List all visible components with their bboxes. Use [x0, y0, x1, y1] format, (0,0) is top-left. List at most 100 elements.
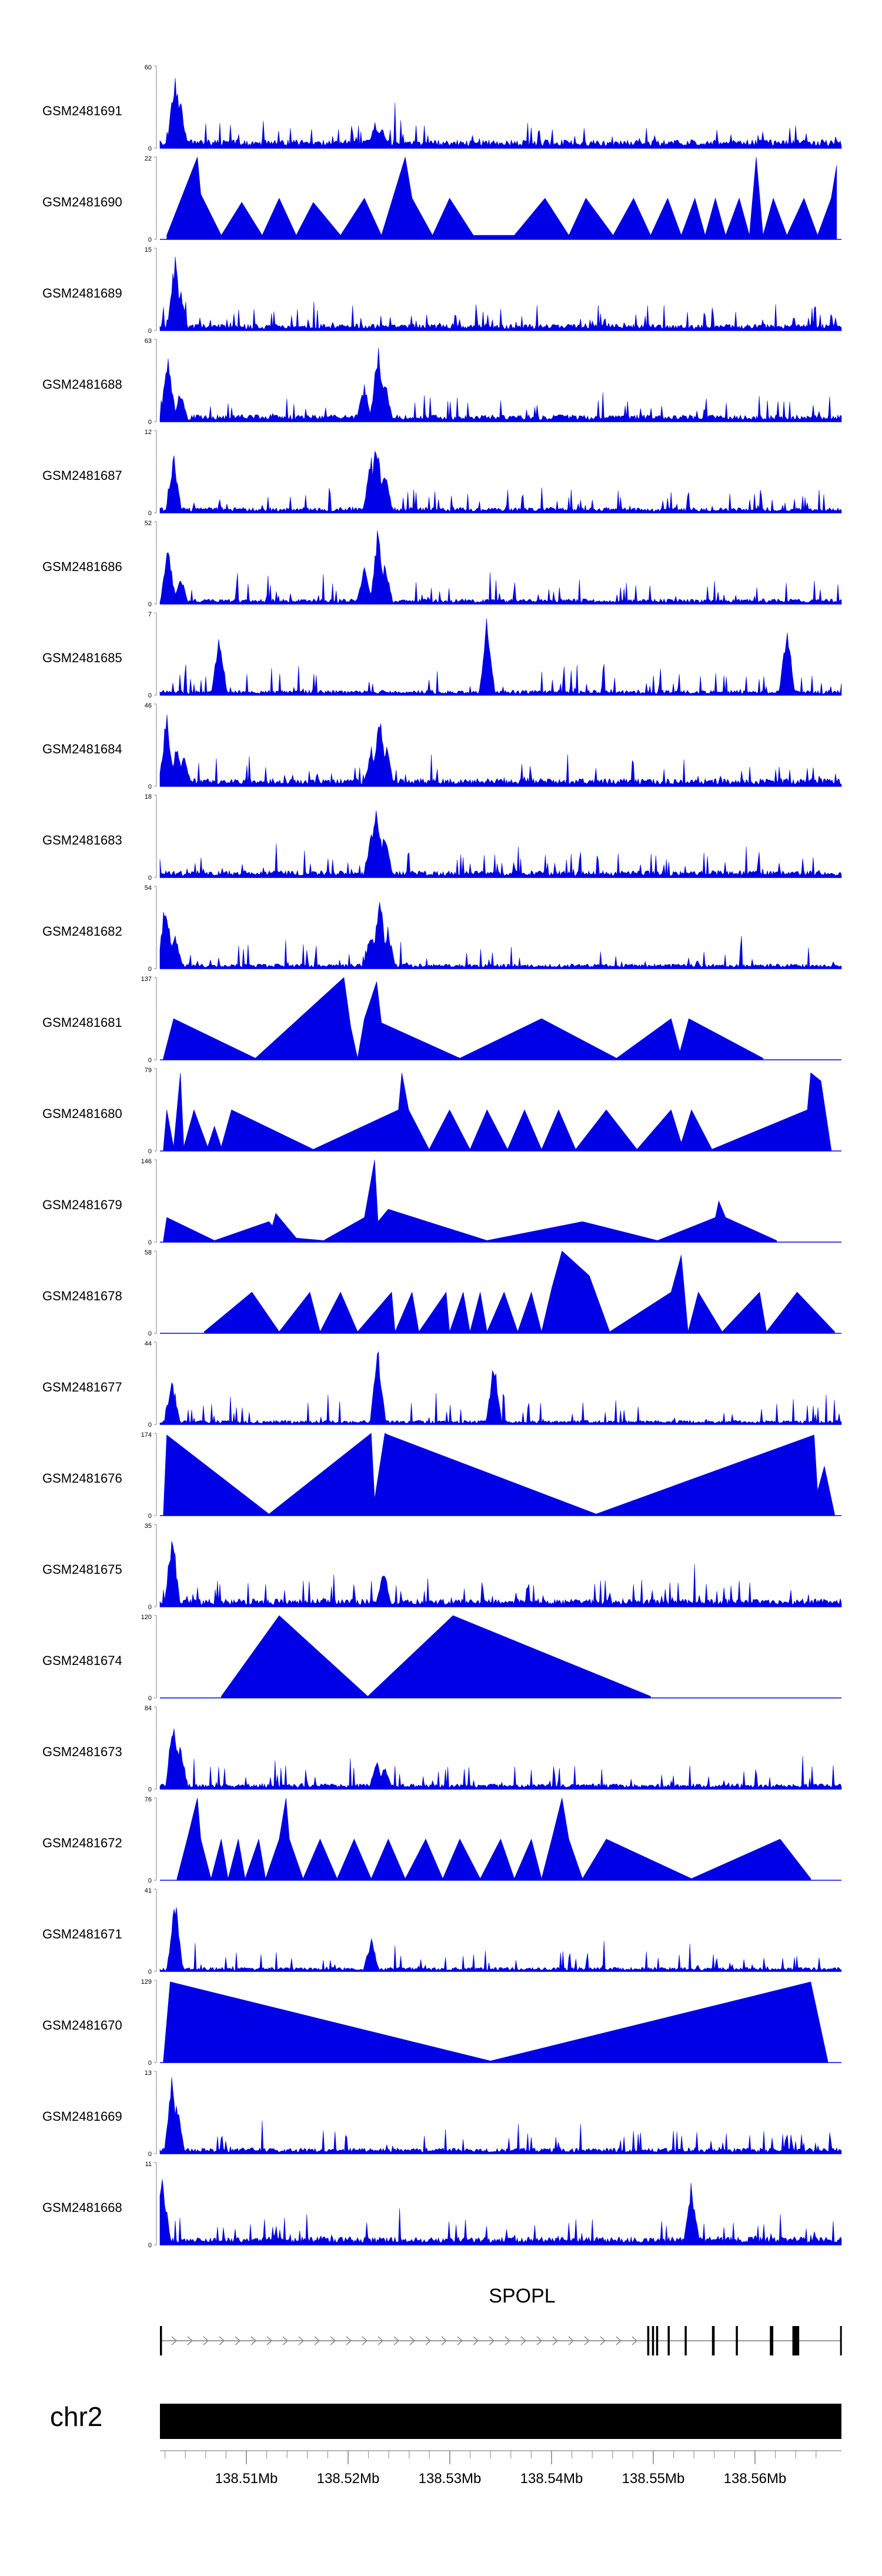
track-GSM2481686: GSM2481686 52 0	[42, 520, 842, 608]
track-ymin-label: 0	[148, 2151, 152, 2158]
track-GSM2481673: GSM2481673 84 0	[42, 1705, 842, 1793]
track-ymin-label: 0	[148, 2060, 152, 2067]
track-GSM2481669: GSM2481669 13 0	[42, 2070, 842, 2158]
track-ymin-label: 0	[148, 510, 152, 517]
coverage-area	[159, 2179, 842, 2245]
axis-tick-label: 138.51Mb	[215, 2471, 278, 2487]
strand-arrow	[330, 2336, 336, 2345]
track-ymax-label: 12	[145, 429, 152, 436]
track-GSM2481671: GSM2481671 41 0	[42, 1887, 842, 1976]
track-GSM2481680: GSM2481680 79 0	[42, 1067, 841, 1155]
track-ymax-label: 76	[145, 1796, 152, 1803]
track-ymax-label: 11	[145, 2161, 152, 2168]
track-GSM2481670: GSM2481670 129 0	[42, 1978, 841, 2067]
track-label: GSM2481682	[42, 924, 122, 939]
track-ymax-label: 44	[145, 1340, 152, 1347]
strand-arrow	[235, 2336, 241, 2345]
track-ymax-label: 63	[145, 338, 152, 345]
coverage-area	[159, 256, 842, 331]
exon	[684, 2326, 687, 2355]
axis-minor-ticks	[165, 2451, 817, 2458]
track-label: GSM2481669	[42, 2109, 122, 2124]
track-label: GSM2481691	[42, 104, 122, 118]
strand-arrow	[219, 2336, 225, 2345]
track-ymin-label: 0	[148, 1513, 152, 1520]
strand-arrow	[171, 2336, 178, 2345]
exon	[160, 2326, 162, 2355]
track-ymin-label: 0	[148, 1148, 152, 1155]
track-ymin-label: 0	[148, 1968, 152, 1976]
track-ymin-label: 0	[148, 601, 152, 608]
coverage-area	[159, 1541, 842, 1607]
track-label: GSM2481689	[42, 286, 122, 301]
exon	[647, 2326, 650, 2355]
track-GSM2481687: GSM2481687 12 0	[42, 429, 842, 517]
track-label: GSM2481675	[42, 1562, 122, 1577]
track-ymax-label: 52	[145, 520, 152, 527]
track-ymin-label: 0	[148, 1786, 152, 1793]
track-ymax-label: 13	[145, 2070, 152, 2077]
chromosome-axis: chr2 138.51Mb 138.52Mb 138.53Mb 138.54Mb 138…	[50, 2401, 841, 2487]
chromosome-label: chr2	[50, 2401, 102, 2432]
strand-arrow	[377, 2336, 384, 2345]
track-ymax-label: 129	[141, 1978, 152, 1986]
coverage-area	[166, 156, 837, 240]
track-label: GSM2481681	[42, 1015, 122, 1030]
exon	[736, 2326, 738, 2355]
track-ymax-label: 22	[145, 155, 152, 162]
coverage-area	[159, 450, 842, 513]
gene-exons	[160, 2326, 842, 2355]
track-ymax-label: 15	[145, 246, 152, 253]
track-ymin-label: 0	[148, 1239, 152, 1246]
gene-model: SPOPL	[160, 2285, 842, 2355]
exon	[770, 2326, 774, 2355]
coverage-area	[159, 810, 842, 878]
strand-arrow	[457, 2336, 463, 2345]
track-GSM2481674: GSM2481674 120 0	[42, 1614, 841, 1702]
exon	[711, 2326, 715, 2355]
strand-arrow	[600, 2336, 606, 2345]
track-label: GSM2481683	[42, 833, 122, 847]
track-ymax-label: 18	[145, 793, 152, 800]
axis-tick-label: 138.55Mb	[622, 2471, 685, 2487]
track-ymin-label: 0	[148, 328, 152, 335]
strand-arrow	[314, 2336, 320, 2345]
track-GSM2481684: GSM2481684 46 0	[42, 702, 842, 790]
track-label: GSM2481673	[42, 1744, 122, 1759]
track-label: GSM2481668	[42, 2200, 122, 2215]
axis-tick-label: 138.53Mb	[419, 2471, 482, 2487]
track-ymin-label: 0	[148, 966, 152, 973]
strand-arrow	[266, 2336, 273, 2345]
track-label: GSM2481676	[42, 1471, 122, 1486]
strand-arrow	[536, 2336, 543, 2345]
strand-arrow	[393, 2336, 400, 2345]
axis-tick-label: 138.56Mb	[724, 2471, 787, 2487]
track-ymax-label: 146	[141, 1158, 152, 1165]
track-ymax-label: 137	[141, 976, 152, 983]
track-ymax-label: 120	[141, 1614, 152, 1621]
strand-arrow	[298, 2336, 305, 2345]
track-GSM2481690: GSM2481690 22 0	[42, 155, 841, 243]
gene-name-label: SPOPL	[489, 2285, 555, 2307]
strand-arrow	[584, 2336, 590, 2345]
exon	[792, 2326, 798, 2355]
coverage-area	[159, 1729, 842, 1790]
coverage-area	[221, 1615, 651, 1699]
track-label: GSM2481674	[42, 1653, 122, 1668]
track-label: GSM2481687	[42, 468, 122, 483]
track-ymin-label: 0	[148, 1057, 152, 1064]
track-ymin-label: 0	[148, 783, 152, 790]
axis-major-ticks: 138.51Mb 138.52Mb 138.53Mb 138.54Mb 138.55Mb…	[215, 2451, 787, 2487]
coverage-area	[163, 1981, 828, 2063]
track-ymax-label: 46	[145, 702, 152, 709]
track-label: GSM2481677	[42, 1380, 122, 1394]
track-ymin-label: 0	[148, 1877, 152, 1884]
coverage-area	[163, 1433, 835, 1516]
strand-arrow	[250, 2336, 257, 2345]
coverage-area	[159, 530, 842, 605]
coverage-area	[163, 1159, 777, 1243]
strand-arrow	[632, 2336, 638, 2345]
track-GSM2481683: GSM2481683 18 0	[42, 793, 842, 882]
strand-arrow	[425, 2336, 432, 2345]
